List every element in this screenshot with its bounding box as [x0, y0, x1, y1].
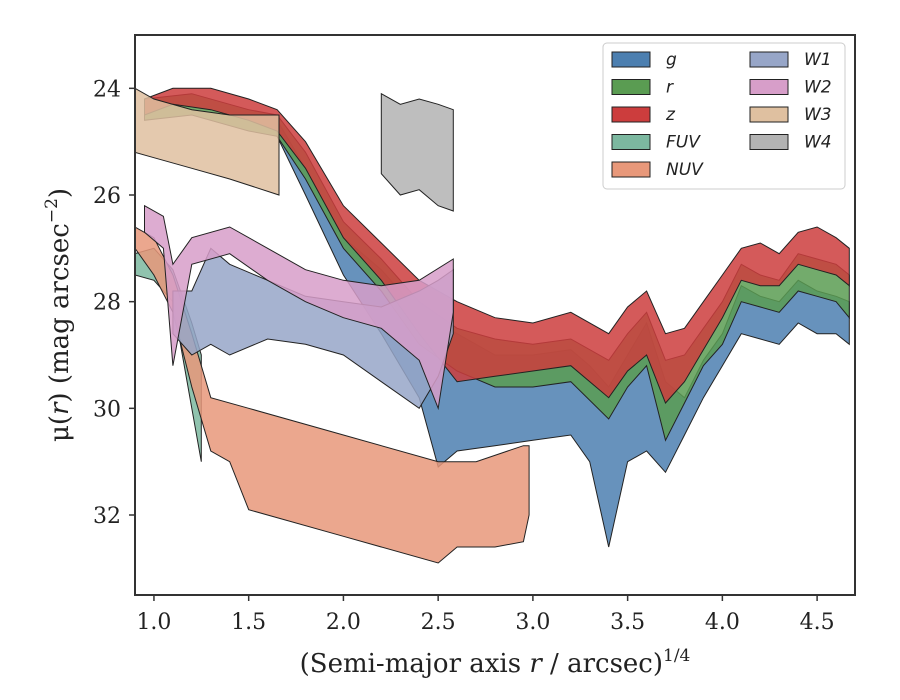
series-band-w2	[144, 204, 454, 411]
legend-label-fuv: FUV	[666, 133, 701, 153]
x-tick-label: 3.0	[515, 610, 550, 635]
series-layer	[135, 87, 850, 564]
x-tick-label: 1.0	[136, 610, 171, 635]
legend-label-g: g	[666, 50, 677, 70]
legend-swatch-g	[611, 51, 651, 68]
y-tick-label: 32	[93, 504, 121, 529]
y-tick-label: 30	[93, 397, 121, 422]
y-tick-label: 24	[93, 77, 121, 102]
y-tick-label: 28	[93, 291, 121, 316]
x-axis-label: (Semi-major axis r / arcsec)1/4	[300, 646, 691, 679]
legend-swatch-nuv	[611, 161, 651, 178]
legend-swatch-r	[611, 79, 651, 95]
series-band-nuv	[135, 226, 530, 564]
x-tick-label: 4.0	[705, 610, 740, 635]
legend-label-z: z	[665, 105, 676, 125]
x-axis-ticks: 1.0 1.5 2.0 2.5 3.0 3.5 4.0 4.5	[136, 595, 835, 635]
y-axis-ticks: 24 26 28 30 32	[93, 77, 135, 529]
legend-swatch-w2	[749, 79, 789, 95]
x-tick-label: 3.5	[610, 610, 645, 635]
series-band-w1	[172, 247, 454, 410]
legend-swatch-fuv	[611, 134, 651, 150]
legend-label-nuv: NUV	[666, 160, 704, 180]
x-tick-label: 1.5	[231, 610, 266, 635]
series-band-w3	[135, 87, 280, 196]
legend-swatch-w3	[749, 106, 789, 123]
x-tick-label: 2.0	[326, 610, 361, 635]
plot-frame	[134, 34, 856, 596]
legend-swatch-w1	[749, 51, 789, 68]
x-tick-label: 4.5	[800, 610, 835, 635]
x-tick-label: 2.5	[421, 610, 456, 635]
legend-label-r: r	[666, 78, 674, 98]
legend: grz FUV NUV W1 W2 W3 W4	[602, 42, 846, 190]
y-tick-label: 26	[93, 184, 121, 209]
legend-swatch-z	[611, 106, 651, 123]
legend-label-w4: W4	[804, 133, 832, 153]
legend-swatch-w4	[749, 134, 789, 150]
legend-label-w2: W2	[804, 78, 832, 98]
y-axis-label: μ(r) (mag arcsec−2)	[42, 188, 75, 442]
legend-label-w3: W3	[804, 105, 832, 125]
series-band-w4	[380, 92, 454, 212]
legend-label-w1: W1	[804, 50, 832, 70]
